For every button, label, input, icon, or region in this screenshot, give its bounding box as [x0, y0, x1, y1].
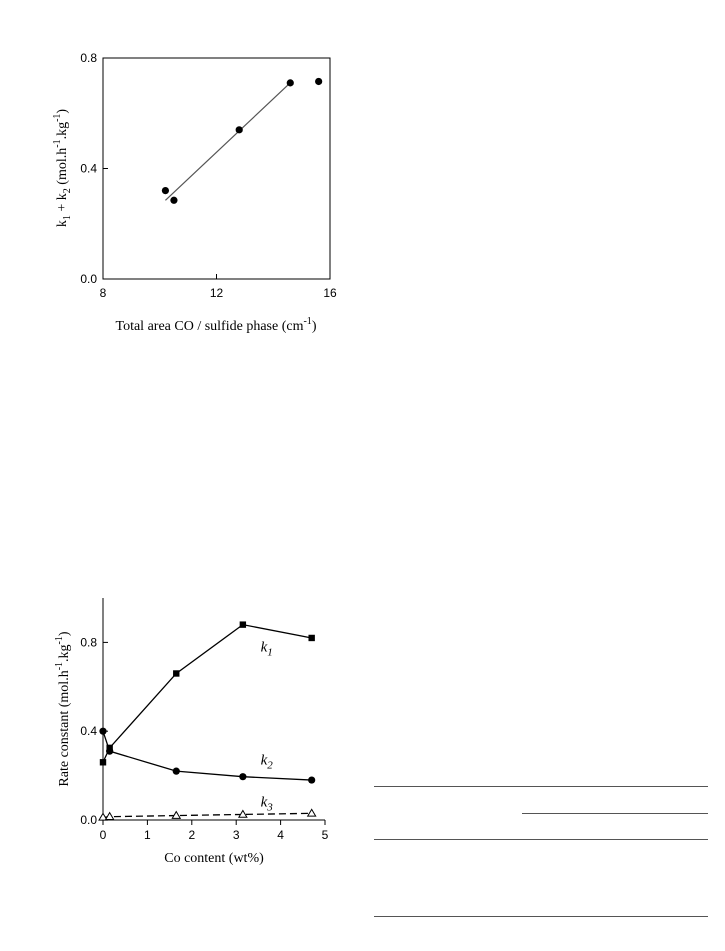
chart-1-y-tick-label: 0.0 [80, 272, 97, 286]
chart-2-series-k1-label: k1 [261, 639, 273, 658]
chart-1-y-label-sup2: -1 [52, 114, 63, 122]
chart-1-x-tick-label: 12 [210, 286, 224, 300]
chart-2-series-k2-label: k2 [261, 753, 274, 772]
chart-1-y-ticks: 0.0 0.4 0.8 [80, 51, 108, 286]
chart-2-series-k1-point [173, 670, 180, 677]
chart-1-x-axis-label: Total area CO / sulfide phase (cm-1) [116, 316, 317, 334]
chart-1-x-tick-label: 8 [100, 286, 107, 300]
chart-2-series-k2-point [172, 767, 180, 775]
chart-1-y-label-sup1: -1 [52, 139, 63, 147]
chart-2-x-tick-label: 1 [144, 828, 151, 842]
chart-2-series: k1 k2 k3 [98, 621, 317, 821]
chart-1-y-label-unit-h: (mol.h [55, 148, 70, 188]
chart-1-data-point [315, 77, 323, 86]
chart-2-x-axis-label: Co content (wt%) [164, 851, 264, 866]
chart-2-x-tick-label: 2 [188, 828, 195, 842]
chart-2-series-k3-point [306, 808, 317, 817]
chart-2-x-tick-label: 0 [100, 828, 107, 842]
chart-2-series-k1-line [102, 623, 312, 763]
chart-1-y-tick-label: 0.8 [80, 51, 97, 65]
chart-1-x-axis-label-tail: ) [312, 319, 317, 334]
chart-2-x-ticks: 0 1 2 3 4 5 [100, 820, 329, 842]
chart-1-data-point [235, 126, 243, 134]
chart-1-y-label-sub1: 1 [62, 215, 73, 220]
chart-1-x-tick-label: 16 [323, 286, 337, 300]
chart-2-series-k1-point [308, 634, 315, 642]
chart-2-series-k2-point [308, 776, 316, 784]
chart-2-y-label-sup1: -1 [54, 662, 65, 670]
chart-1-points [161, 77, 323, 204]
chart-1-data-point [161, 187, 170, 195]
chart-2-x-tick-label: 4 [277, 828, 284, 842]
chart-2-series-k3-point [237, 809, 248, 818]
table-rule-top [374, 786, 708, 787]
chart-2-y-label-main: Rate constant (mol.h [57, 670, 72, 786]
chart-1-y-label-close: ) [55, 109, 70, 114]
chart-1-y-label-unit-kg: .kg [55, 122, 70, 140]
chart-1-data-point [170, 196, 178, 204]
chart-1-plot-frame [102, 57, 331, 280]
chart-2-x-tick-label: 5 [322, 828, 329, 842]
chart-1-x-axis-label-sup: -1 [303, 316, 311, 327]
chart-2: 0.0 0.4 0.8 0 1 2 3 4 5 k1 k2 k3 Co content (wt%)… [54, 598, 329, 866]
chart-2-y-axis-label: Rate constant (mol.h-1.kg-1) [54, 631, 72, 786]
chart-2-x-tick-label: 3 [233, 828, 240, 842]
chart-2-series-k2-point [99, 727, 107, 735]
chart-2-series-k3-point [104, 811, 115, 820]
chart-2-y-tick-label: 0.0 [80, 813, 97, 827]
chart-2-y-label-mid: .kg [57, 644, 72, 662]
chart-2-series-k3-line [102, 812, 312, 818]
chart-1-y-label-plus-k: + k [55, 193, 70, 215]
chart-2-series-k3-label: k3 [261, 795, 274, 814]
chart-2-series-k2-line [102, 730, 312, 781]
chart-2-y-label-tail: ) [57, 631, 72, 636]
chart-1-y-axis-label: k1 + k2 (mol.h-1.kg-1) [52, 109, 73, 228]
chart-2-y-tick-label: 0.4 [80, 724, 97, 738]
chart-2-y-ticks: 0.0 0.4 0.8 [80, 635, 108, 827]
chart-1: 0.00.40.8 8 12 16 Total area CO / sulfide … [52, 51, 337, 334]
chart-2-series-k2-point [106, 747, 114, 755]
chart-1-y-tick-label: 0.4 [80, 162, 97, 176]
chart-2-y-tick-label: 0.8 [80, 635, 97, 649]
table-rule-mid [374, 839, 708, 840]
chart-1-y-label-sub2: 2 [62, 188, 73, 193]
chart-2-series-k2-point [239, 773, 247, 781]
chart-1-fit-line [165, 82, 291, 201]
table-rule-sub [522, 813, 708, 814]
chart-2-y-label-sup2: -1 [54, 636, 65, 644]
chart-1-y-label-k1: k [55, 220, 70, 227]
chart-1-x-axis-label-main: Total area CO / sulfide phase (cm [116, 319, 304, 334]
chart-1-x-ticks: 8 12 16 [100, 274, 337, 300]
chart-2-series-k1-point [99, 759, 107, 766]
chart-2-series-k3-point [98, 812, 108, 821]
table-rule-bottom [374, 916, 708, 917]
chart-2-series-k1-point [239, 621, 247, 628]
chart-2-series-k3-point [171, 810, 182, 819]
chart-1-data-point [286, 79, 294, 87]
